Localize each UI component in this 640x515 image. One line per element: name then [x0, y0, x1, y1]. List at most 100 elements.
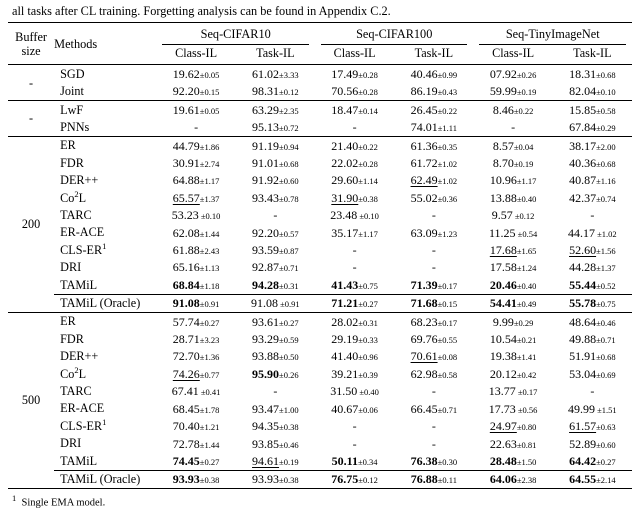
value-cell: 39.21±0.39	[315, 365, 394, 383]
method-cell: TARC	[54, 207, 156, 224]
value-std: ±1.17	[200, 176, 220, 186]
value-dash: -	[353, 260, 357, 274]
value-cell: 28.71±3.23	[156, 330, 235, 347]
value-cell: 48.64±0.46	[553, 312, 632, 330]
value-cell: 41.43±0.75	[315, 276, 394, 294]
value-std: ±0.38	[358, 194, 378, 204]
value-dash: -	[353, 419, 357, 433]
value-cell: 93.93±0.38	[236, 470, 315, 488]
value-main: 93.93	[252, 472, 279, 486]
value-std: ±0.10	[596, 87, 616, 97]
value-cell: 20.12±0.42	[473, 365, 552, 383]
value-cell: 93.85±0.46	[236, 435, 315, 452]
value-cell: 19.61±0.05	[156, 101, 235, 119]
value-cell: -	[553, 207, 632, 224]
value-cell: 74.01±1.11	[394, 119, 473, 137]
method-cell: TARC	[54, 383, 156, 400]
header-buffer-text: Buffersize	[8, 30, 54, 58]
value-cell: 59.99±0.19	[473, 83, 552, 101]
method-cell: ER	[54, 312, 156, 330]
value-cell: 67.41 ±0.41	[156, 383, 235, 400]
value-std: ±1.02	[595, 229, 617, 239]
value-dash: -	[590, 384, 594, 398]
value-std: ±0.68	[596, 70, 616, 80]
footnote-text: Single EMA model.	[22, 498, 106, 509]
buffer-cell: -	[8, 65, 54, 101]
value-main: 53.23	[172, 208, 199, 222]
value-cell: 19.62±0.05	[156, 65, 235, 83]
value-cell: 66.45±0.71	[394, 400, 473, 417]
value-std: ±1.11	[438, 123, 457, 133]
value-cell: 30.91±2.74	[156, 154, 235, 171]
value-std: ±0.40	[357, 387, 379, 397]
value-main: 23.48	[330, 208, 357, 222]
value-main: 28.02	[331, 315, 358, 329]
value-cell: 72.70±1.36	[156, 348, 235, 365]
value-std: ±0.06	[358, 405, 378, 415]
value-main: 52.60	[569, 243, 596, 257]
value-main: 8.70	[493, 156, 514, 170]
value-std: ±1.65	[517, 246, 537, 256]
buffer-cell: 200	[8, 136, 54, 312]
value-cell: 93.61±0.27	[236, 312, 315, 330]
value-cell: 20.46±0.40	[473, 276, 552, 294]
value-std: ±1.23	[438, 229, 458, 239]
value-main: 66.45	[411, 402, 438, 416]
method-cell: Joint	[54, 83, 156, 101]
value-std: ±0.58	[596, 106, 616, 116]
value-cell: 55.78±0.75	[553, 294, 632, 312]
value-cell: -	[315, 241, 394, 259]
value-std: ±0.19	[279, 457, 299, 467]
value-cell: 55.02±0.36	[394, 189, 473, 207]
header-dataset: Seq-TinyImageNet	[473, 23, 632, 44]
value-std: ±1.44	[200, 229, 220, 239]
value-std: ±0.10	[199, 211, 221, 221]
method-cell: Co2L	[54, 365, 156, 383]
value-std: ±1.41	[517, 352, 537, 362]
value-cell: 76.88±0.11	[394, 470, 473, 488]
value-cell: 11.25 ±0.54	[473, 224, 552, 241]
value-std: ±0.75	[358, 281, 378, 291]
value-cell: -	[394, 207, 473, 224]
value-std: ±0.30	[438, 457, 458, 467]
value-main: 07.92	[490, 67, 517, 81]
value-cell: -	[553, 383, 632, 400]
value-std: ±1.36	[200, 352, 220, 362]
value-cell: 42.37±0.74	[553, 189, 632, 207]
value-std: ±0.38	[200, 475, 220, 485]
value-main: 17.49	[331, 67, 358, 81]
value-cell: 44.17 ±1.02	[553, 224, 632, 241]
value-main: 53.04	[569, 367, 596, 381]
value-main: 94.61	[252, 454, 279, 468]
value-cell: 07.92±0.26	[473, 65, 552, 83]
value-main: 62.98	[411, 367, 438, 381]
value-cell: -	[236, 383, 315, 400]
value-main: 92.20	[173, 84, 200, 98]
value-std: ±0.59	[279, 335, 299, 345]
value-main: 65.57	[173, 191, 200, 205]
value-dash: -	[432, 437, 436, 451]
value-cell: 61.02±3.33	[236, 65, 315, 83]
results-table: BuffersizeMethodsSeq-CIFAR10Seq-CIFAR100…	[8, 22, 632, 489]
value-dash: -	[353, 437, 357, 451]
value-main: 65.16	[173, 260, 200, 274]
value-std: ±0.21	[517, 335, 537, 345]
value-main: 17.73	[489, 402, 516, 416]
value-cell: 53.04±0.69	[553, 365, 632, 383]
value-cell: 61.88±2.43	[156, 241, 235, 259]
value-main: 69.76	[411, 332, 438, 346]
value-main: 91.19	[252, 139, 279, 153]
value-cell: 65.16±1.13	[156, 259, 235, 276]
value-main: 51.91	[569, 349, 596, 363]
value-cell: 19.38±1.41	[473, 348, 552, 365]
value-cell: 64.88±1.17	[156, 172, 235, 189]
value-cell: 51.91±0.68	[553, 348, 632, 365]
value-cell: 71.39±0.17	[394, 276, 473, 294]
value-cell: 61.72±1.02	[394, 154, 473, 171]
value-cell: 22.02±0.28	[315, 154, 394, 171]
value-cell: 93.59±0.87	[236, 241, 315, 259]
value-std: ±0.05	[200, 106, 220, 116]
value-std: ±3.23	[200, 335, 220, 345]
value-cell: 40.46±0.99	[394, 65, 473, 83]
value-main: 11.25	[489, 226, 516, 240]
